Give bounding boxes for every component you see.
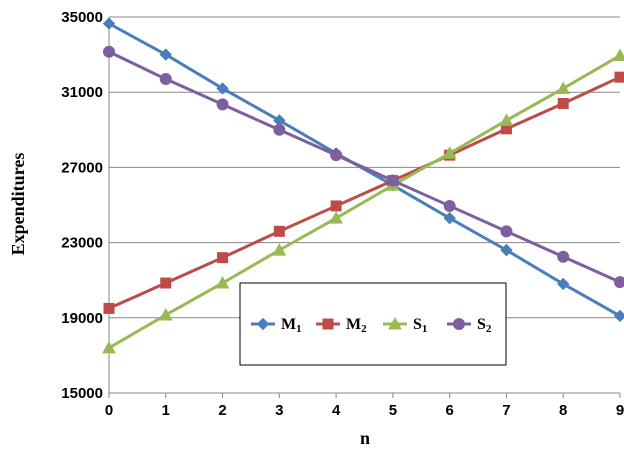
- legend-label-main: S: [413, 316, 422, 333]
- x-tick-label: 7: [502, 402, 510, 419]
- series-line: [108, 54, 621, 350]
- data-point: [158, 307, 173, 321]
- data-point: [103, 45, 115, 58]
- legend-item: M1: [251, 316, 302, 335]
- series-m2: [103, 71, 624, 314]
- legend-marker: [388, 316, 402, 330]
- x-tick-label: 4: [332, 402, 341, 419]
- legend-label: M2: [346, 316, 367, 335]
- data-point: [272, 243, 287, 256]
- y-axis-title: Expenditures: [8, 153, 28, 256]
- x-tick-label: 2: [218, 402, 226, 419]
- data-point: [103, 302, 115, 314]
- y-tick-label: 23000: [61, 235, 103, 252]
- data-point: [614, 276, 624, 289]
- x-tick-label: 3: [275, 402, 283, 419]
- x-tick-label: 5: [389, 402, 397, 419]
- legend-item: M2: [316, 316, 367, 335]
- data-point: [557, 250, 570, 263]
- x-tick-label: 0: [105, 402, 113, 419]
- legend-label-subscript: 1: [296, 323, 302, 335]
- data-point: [500, 225, 513, 238]
- data-point: [102, 340, 116, 354]
- data-point: [159, 73, 172, 86]
- series-line: [108, 50, 621, 284]
- series-line: [108, 22, 621, 318]
- legend-label-main: M: [281, 316, 296, 333]
- data-point: [500, 243, 513, 257]
- data-point: [556, 81, 571, 94]
- y-tick-label: 15000: [61, 385, 103, 402]
- y-tick-label: 27000: [61, 159, 103, 176]
- series-line: [108, 75, 621, 310]
- data-point: [442, 146, 457, 159]
- data-point: [443, 199, 456, 212]
- legend: M1 M2 S1 S2: [239, 282, 507, 366]
- legend-item: S1: [383, 316, 427, 335]
- data-point: [557, 277, 570, 291]
- data-point: [614, 71, 624, 83]
- legend-label: S1: [413, 316, 427, 335]
- legend-marker: [256, 317, 270, 331]
- legend-marker: [453, 318, 465, 330]
- data-point: [329, 211, 343, 224]
- x-tick-label: 8: [559, 402, 567, 419]
- legend-item: S2: [447, 316, 492, 335]
- series-s2: [103, 45, 624, 289]
- x-tick-label: 6: [445, 402, 453, 419]
- legend-label-subscript: 1: [422, 323, 428, 335]
- x-axis-title: n: [360, 428, 370, 448]
- legend-marker: [322, 318, 334, 330]
- series-group: [102, 17, 624, 354]
- data-point: [499, 113, 514, 126]
- legend-label-main: M: [346, 316, 361, 333]
- x-tick-labels: 0 1 2 3 4 5 6 7 8 9: [105, 402, 624, 419]
- data-point: [160, 277, 172, 289]
- legend-label: M1: [281, 316, 302, 335]
- x-tick-label: 9: [616, 402, 624, 419]
- data-point: [613, 48, 624, 62]
- legend-label-main: S: [477, 316, 486, 333]
- data-point: [159, 48, 172, 61]
- y-tick-labels: 15000 19000 23000 27000 31000 35000: [61, 9, 103, 402]
- legend-label: S2: [477, 316, 492, 335]
- y-tick-label: 35000: [61, 9, 103, 26]
- legend-label-subscript: 2: [486, 323, 492, 335]
- y-tick-label: 19000: [61, 310, 103, 327]
- data-point: [102, 17, 116, 30]
- data-point: [273, 225, 285, 237]
- data-point: [386, 174, 399, 187]
- y-tick-label: 31000: [61, 84, 103, 101]
- x-tick-label: 1: [162, 402, 170, 419]
- data-point: [273, 123, 286, 136]
- data-point: [330, 149, 343, 162]
- data-point: [216, 98, 229, 111]
- data-point: [443, 211, 456, 225]
- data-point: [215, 275, 230, 289]
- data-point: [216, 82, 229, 95]
- data-point: [217, 252, 229, 264]
- legend-label-subscript: 2: [361, 323, 367, 335]
- data-point: [557, 97, 569, 109]
- data-point: [330, 200, 342, 212]
- axes: [108, 17, 621, 398]
